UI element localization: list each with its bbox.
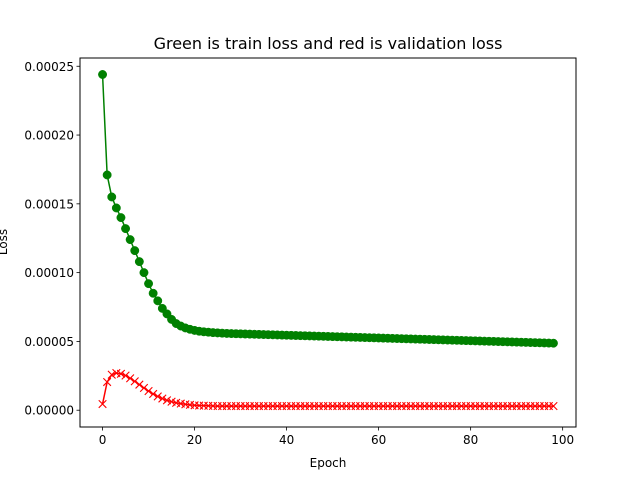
data-point bbox=[144, 386, 153, 396]
data-point bbox=[102, 170, 112, 180]
x-tick-label: 20 bbox=[187, 433, 202, 447]
x-tick-label: 100 bbox=[551, 433, 574, 447]
data-point bbox=[111, 203, 121, 213]
data-point bbox=[148, 288, 158, 298]
data-point bbox=[153, 392, 162, 401]
x-axis: 0 20 40 60 80 100 bbox=[99, 427, 574, 447]
series-1 bbox=[98, 368, 558, 411]
data-point bbox=[121, 224, 131, 234]
series-layer bbox=[98, 70, 558, 411]
x-tick-label: 0 bbox=[99, 433, 107, 447]
data-point bbox=[116, 369, 126, 378]
data-point bbox=[102, 377, 112, 387]
data-point bbox=[125, 235, 135, 245]
data-point bbox=[549, 401, 558, 411]
y-tick-label: 0.00000 bbox=[24, 404, 74, 418]
data-point bbox=[121, 371, 130, 380]
data-point bbox=[144, 279, 154, 289]
data-point bbox=[98, 70, 107, 79]
series-0 bbox=[98, 70, 558, 348]
data-point bbox=[148, 389, 158, 399]
data-point bbox=[130, 377, 139, 386]
data-point bbox=[134, 257, 144, 267]
y-tick-label: 0.00010 bbox=[24, 266, 74, 280]
data-point bbox=[139, 268, 149, 278]
y-tick-label: 0.00025 bbox=[24, 60, 74, 74]
y-tick-label: 0.00020 bbox=[24, 129, 74, 143]
data-point bbox=[162, 396, 172, 405]
data-point bbox=[139, 383, 149, 393]
x-tick-label: 80 bbox=[463, 433, 478, 447]
data-point bbox=[130, 246, 140, 256]
y-tick-label: 0.00015 bbox=[24, 197, 74, 211]
plot-frame bbox=[79, 57, 577, 428]
y-axis-label: Loss bbox=[0, 229, 10, 255]
data-point bbox=[107, 370, 116, 379]
data-point bbox=[158, 394, 167, 403]
x-tick-label: 40 bbox=[279, 433, 294, 447]
chart-title: Green is train loss and red is validatio… bbox=[154, 34, 503, 53]
x-axis-label: Epoch bbox=[310, 456, 347, 470]
y-axis: 0.00000 0.00005 0.00010 0.00015 0.00020 0.000… bbox=[24, 60, 80, 418]
data-point bbox=[153, 296, 163, 306]
data-point bbox=[549, 338, 558, 348]
x-tick-label: 60 bbox=[371, 433, 386, 447]
data-point bbox=[116, 213, 126, 223]
data-point bbox=[98, 399, 107, 409]
data-point bbox=[107, 192, 117, 202]
y-tick-label: 0.00005 bbox=[24, 335, 74, 349]
data-point bbox=[125, 374, 135, 383]
data-point bbox=[135, 380, 144, 389]
